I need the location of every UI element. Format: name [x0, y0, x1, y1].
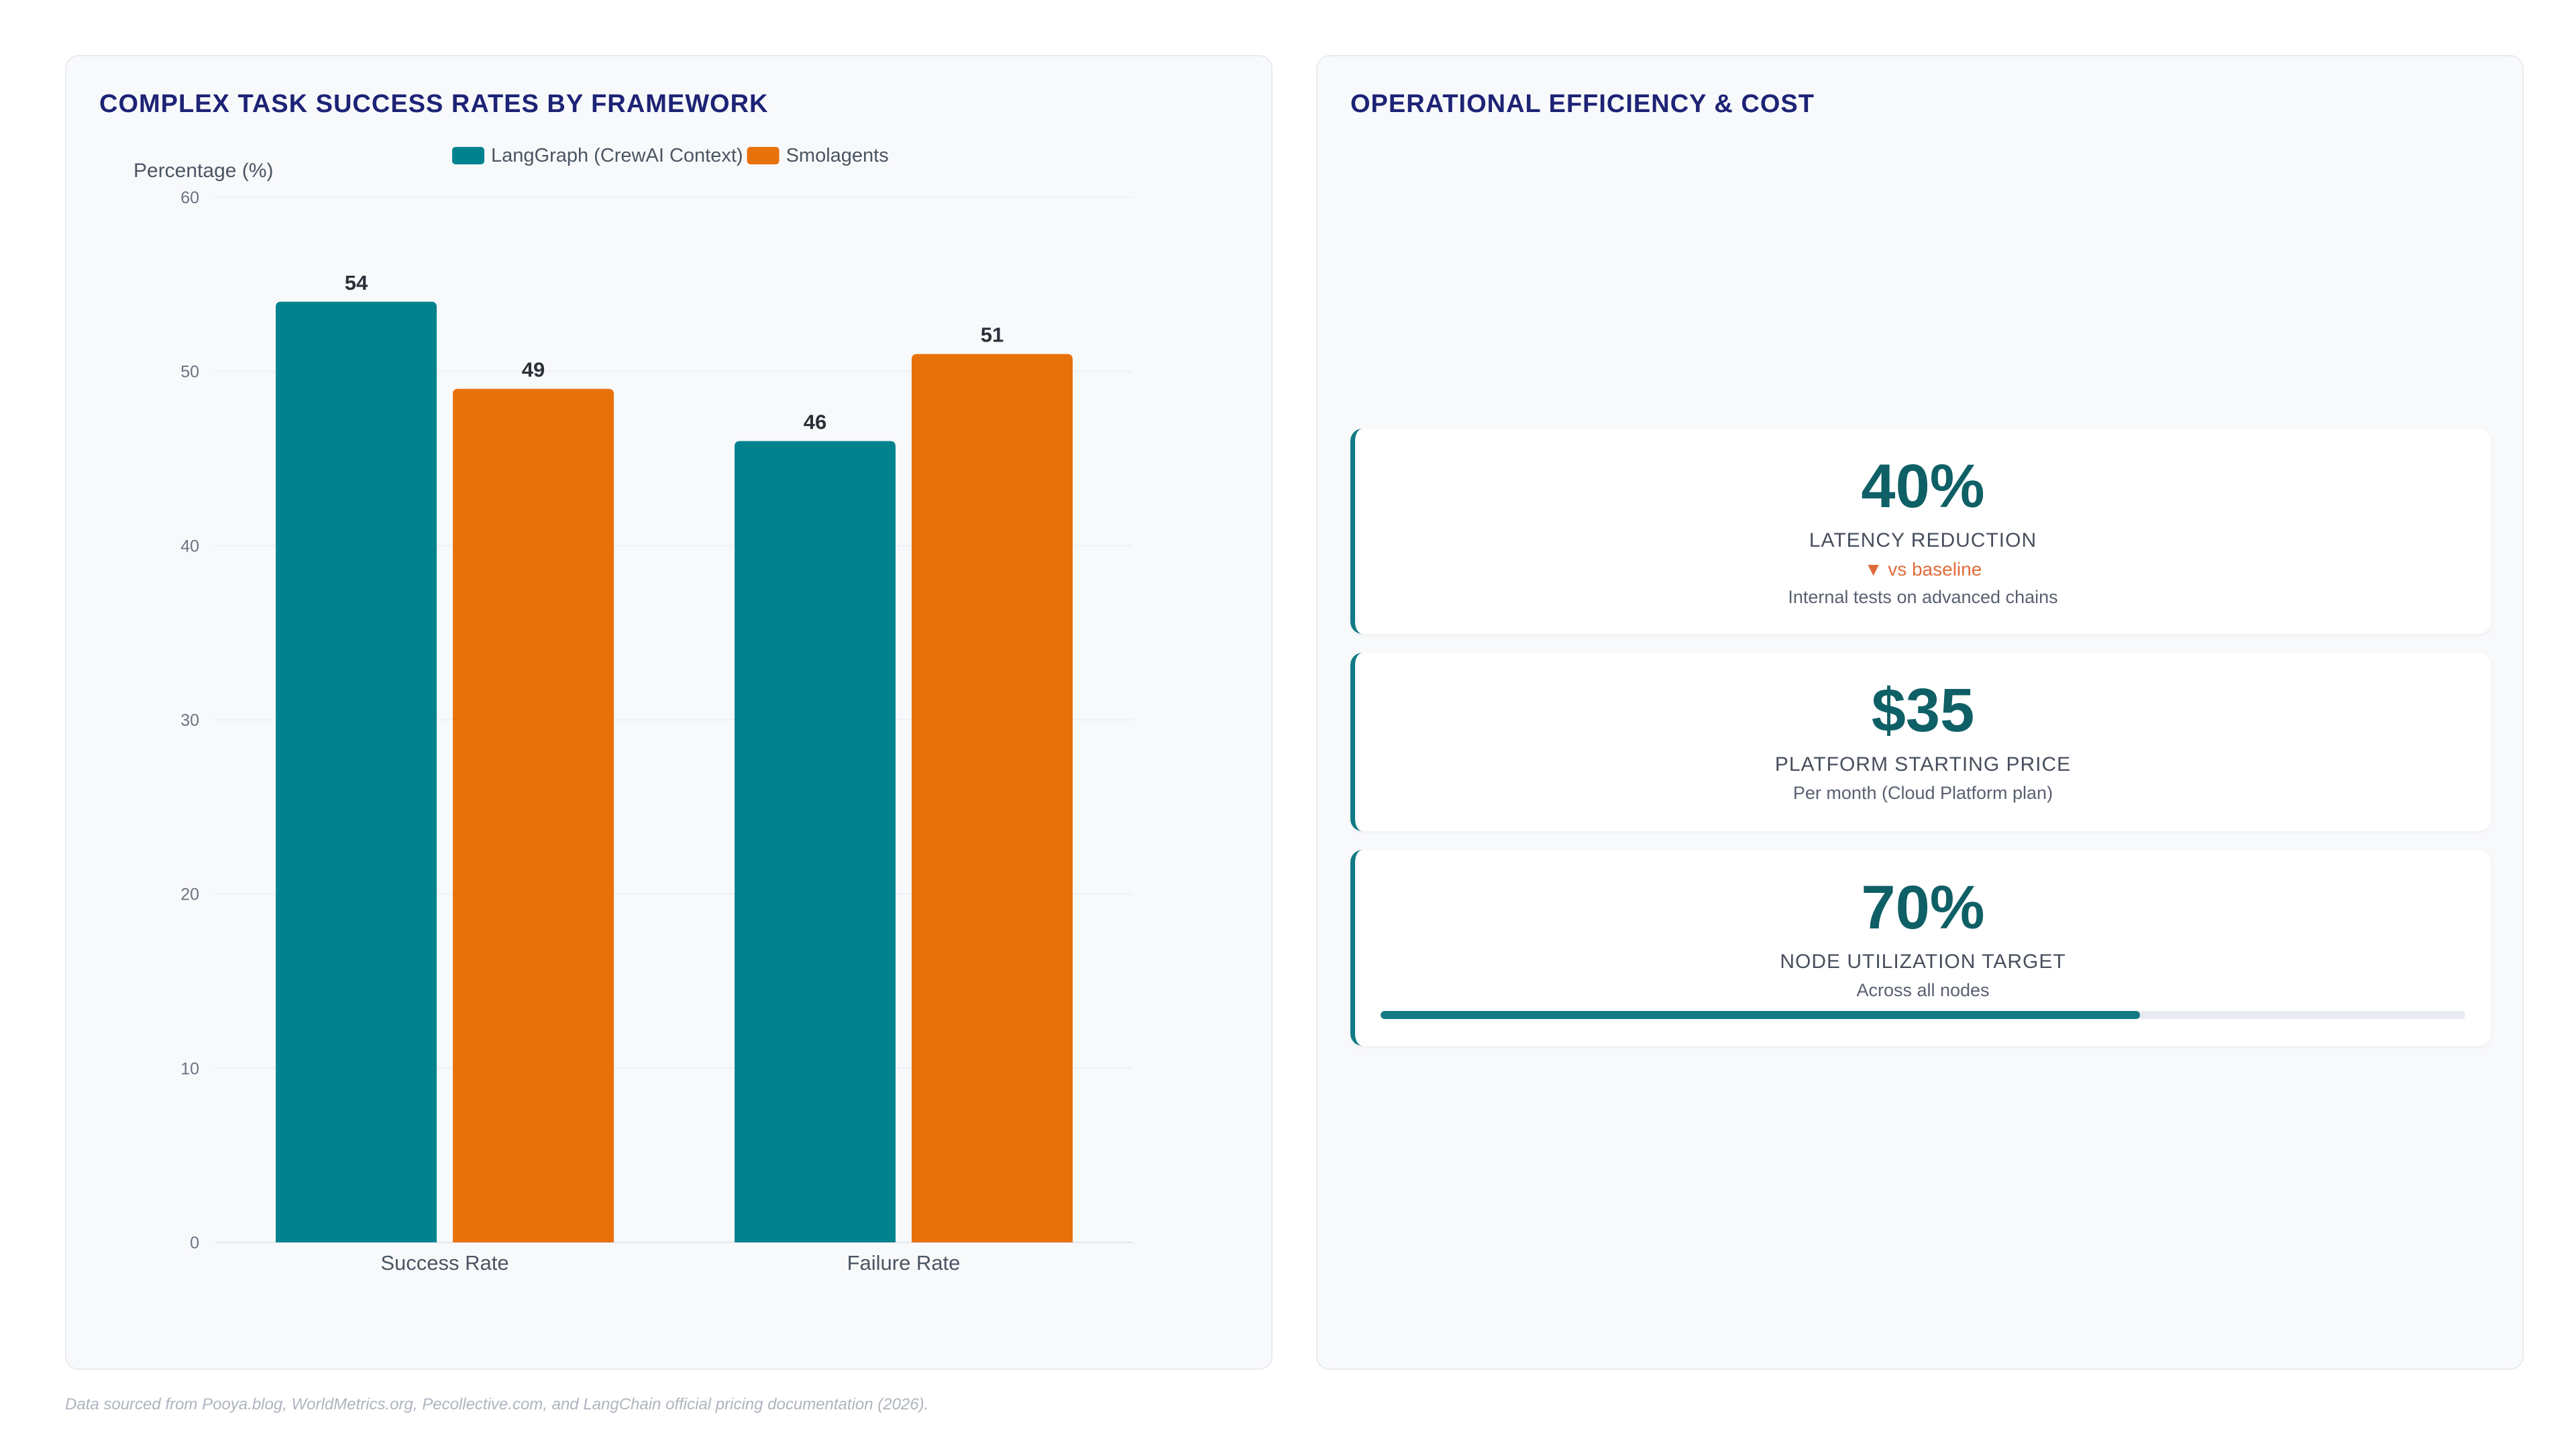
y-tick-label: 0 [190, 1234, 199, 1252]
y-tick-label: 10 [180, 1059, 199, 1078]
metric-card-price: $35 PLATFORM STARTING PRICE Per month (C… [1350, 653, 2491, 831]
latency-note: ▼ vs baseline [1864, 559, 1982, 580]
y-tick-label: 20 [180, 885, 199, 904]
latency-value: 40% [1861, 452, 1985, 521]
bar-value-label: 49 [522, 358, 545, 382]
x-category-label: Failure Rate [847, 1251, 961, 1275]
legend-swatch [747, 147, 780, 164]
metrics-title: OPERATIONAL EFFICIENCY & COST [1350, 90, 1815, 118]
bar [735, 441, 896, 1242]
y-tick-label: 30 [180, 711, 199, 730]
utilization-label: NODE UTILIZATION TARGET [1780, 951, 2066, 973]
bar [912, 354, 1073, 1243]
latency-label: LATENCY REDUCTION [1809, 529, 2037, 551]
metric-card-utilization: 70% NODE UTILIZATION TARGET Across all n… [1350, 850, 2491, 1046]
bar [276, 301, 437, 1242]
y-tick-label: 40 [180, 537, 199, 555]
utilization-progress-track [1381, 1011, 2465, 1019]
utilization-value: 70% [1861, 873, 1985, 942]
x-category-label: Success Rate [380, 1251, 508, 1275]
legend-label: Smolagents [786, 145, 889, 166]
y-axis-label: Percentage (%) [133, 160, 273, 182]
latency-sub: Internal tests on advanced chains [1788, 587, 2058, 607]
legend-swatch [452, 147, 484, 164]
chart-title: COMPLEX TASK SUCCESS RATES BY FRAMEWORK [99, 90, 769, 118]
utilization-sub: Across all nodes [1856, 980, 1990, 1000]
bar-value-label: 46 [804, 411, 826, 434]
bar-chart: 0 10 20 30 40 50 60 Percentage (%) LangGraph (Cr… [133, 145, 1133, 1275]
chart-panel: COMPLEX TASK SUCCESS RATES BY FRAMEWORK … [65, 55, 1273, 1370]
bar-value-label: 54 [345, 271, 368, 294]
legend-label: LangGraph (CrewAI Context) [491, 145, 743, 166]
metric-cards: 40% LATENCY REDUCTION ▼ vs baseline Inte… [1350, 429, 2491, 1065]
metrics-panel: OPERATIONAL EFFICIENCY & COST 40% LATENC… [1316, 55, 2524, 1370]
bar [453, 388, 614, 1242]
source-footnote: Data sourced from Pooya.blog, WorldMetri… [65, 1395, 929, 1413]
price-sub: Per month (Cloud Platform plan) [1792, 783, 2053, 803]
price-value: $35 [1871, 676, 1975, 745]
price-label: PLATFORM STARTING PRICE [1774, 753, 2072, 775]
metric-card-latency: 40% LATENCY REDUCTION ▼ vs baseline Inte… [1350, 429, 2491, 634]
y-tick-label: 50 [180, 363, 199, 382]
utilization-progress-fill [1381, 1011, 2140, 1019]
y-tick-label: 60 [180, 189, 199, 207]
bar-value-label: 51 [981, 323, 1004, 347]
